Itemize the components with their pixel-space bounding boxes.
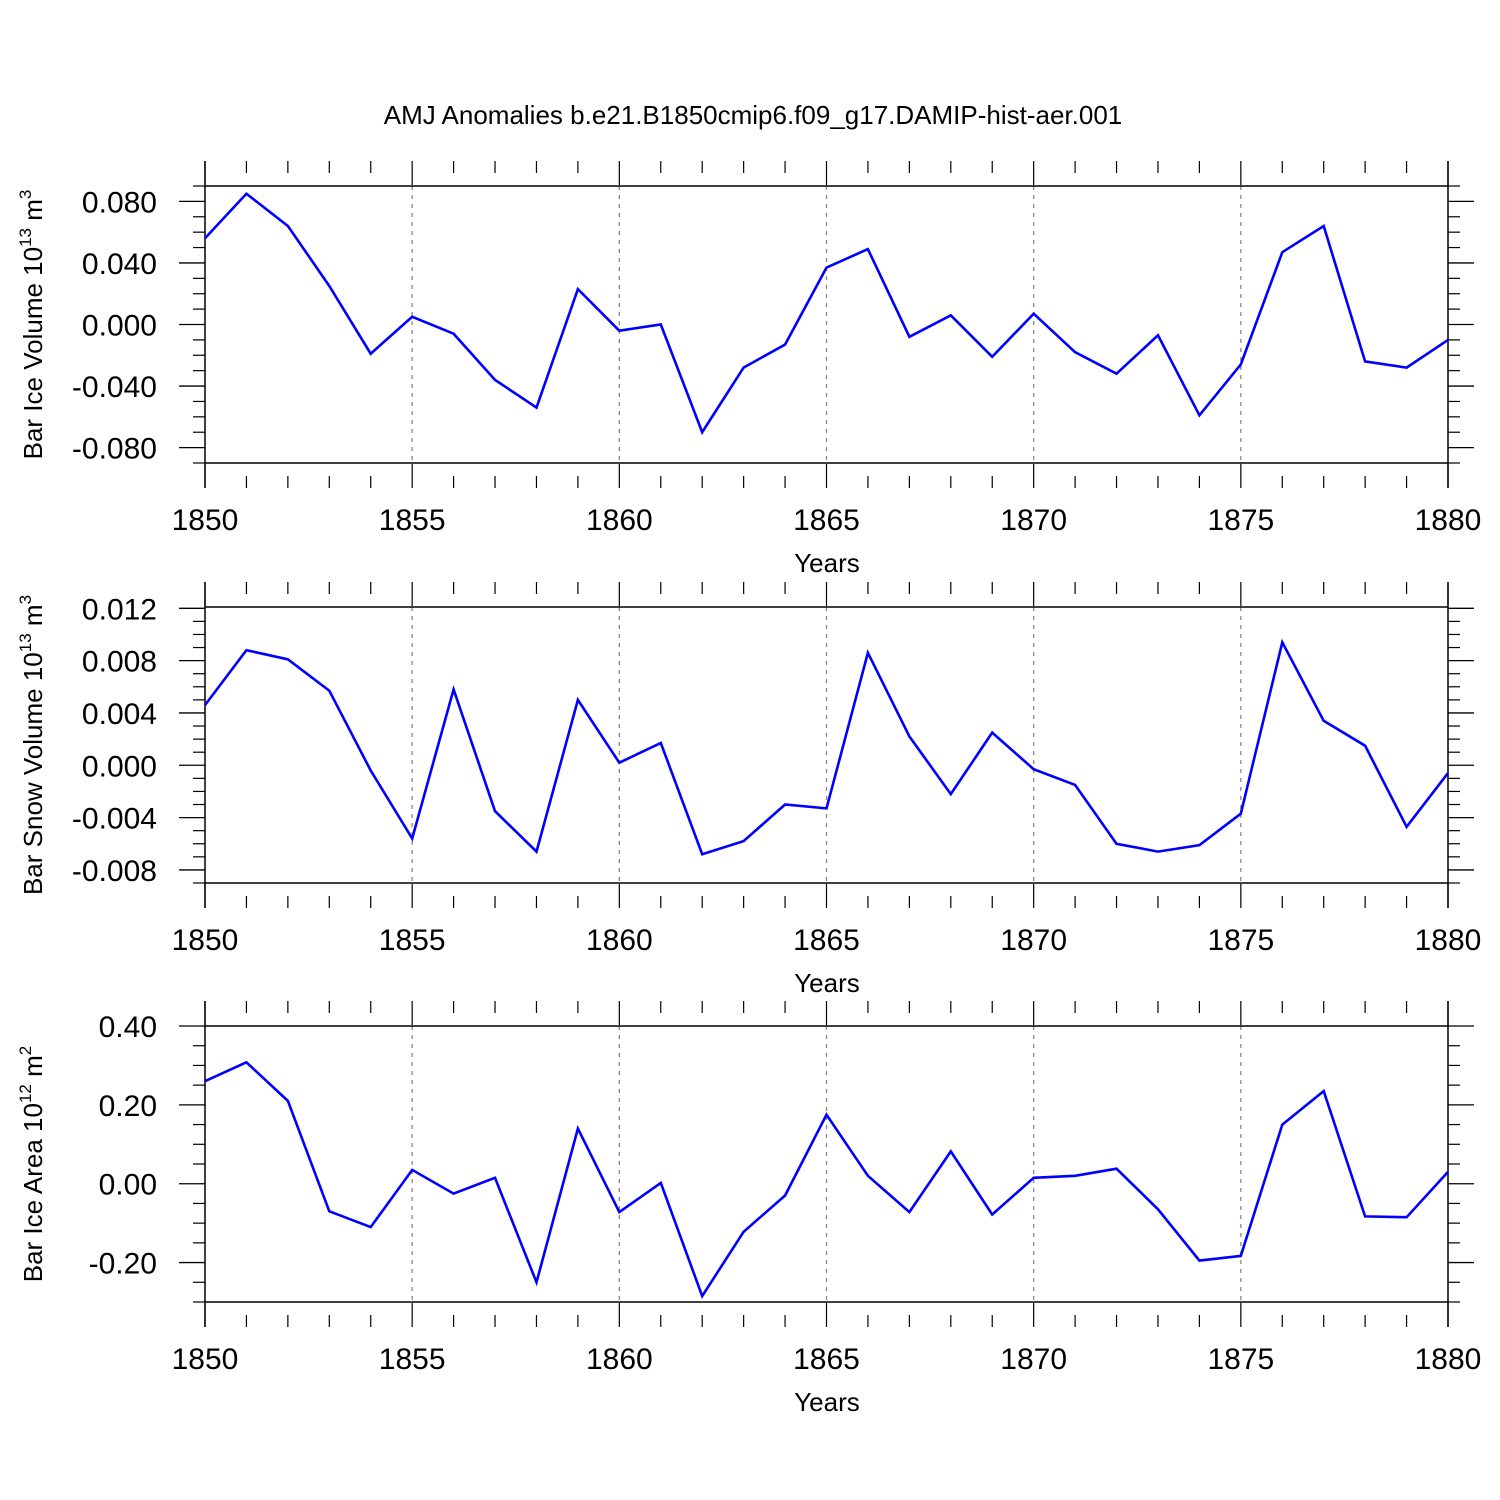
x-tick-label: 1875 (1207, 504, 1274, 537)
y-tick-label: 0.40 (99, 1011, 157, 1044)
chart-panel-1: -0.080 -0.040 0.000 0.040 0.080 1850 1855 1860 1… (16, 161, 1481, 578)
x-tick-label: 1870 (1000, 924, 1067, 957)
x-tick-label: 1865 (793, 1343, 860, 1376)
x-tick-label: 1855 (379, 504, 446, 537)
figure-title: AMJ Anomalies b.e21.B1850cmip6.f09_g17.D… (384, 100, 1123, 130)
y-axis-label: Bar Ice Area 1012 m2 (16, 1046, 48, 1283)
y-axis-label: Bar Snow Volume 1013 m3 (16, 595, 48, 895)
x-tick-label: 1850 (172, 1343, 239, 1376)
x-tick-label: 1870 (1000, 1343, 1067, 1376)
x-axis-label: Years (794, 548, 860, 578)
x-tick-label: 1855 (379, 924, 446, 957)
x-tick-label: 1880 (1415, 1343, 1482, 1376)
y-tick-label: -0.004 (72, 803, 157, 836)
y-tick-label: 0.012 (82, 593, 157, 626)
x-tick-label: 1850 (172, 924, 239, 957)
y-tick-label: -0.008 (72, 855, 157, 888)
x-axis-label: Years (794, 968, 860, 998)
x-tick-label: 1875 (1207, 1343, 1274, 1376)
x-tick-label: 1860 (586, 504, 653, 537)
x-tick-label: 1865 (793, 504, 860, 537)
x-tick-label: 1855 (379, 1343, 446, 1376)
x-axis-label: Years (794, 1387, 860, 1417)
x-tick-label: 1880 (1415, 504, 1482, 537)
chart-panel-3: -0.20 0.00 0.20 0.40 1850 1855 1860 1865 1870 187… (16, 1001, 1481, 1417)
y-tick-label: 0.000 (82, 310, 157, 343)
x-tick-label: 1870 (1000, 504, 1067, 537)
x-tick-label: 1875 (1207, 924, 1274, 957)
y-tick-label: -0.040 (72, 371, 157, 404)
y-tick-label: 0.080 (82, 186, 157, 219)
x-tick-label: 1860 (586, 924, 653, 957)
x-tick-label: 1850 (172, 504, 239, 537)
chart-panel-2: -0.008 -0.004 0.000 0.004 0.008 0.012 1850 1855… (16, 582, 1481, 998)
x-tick-label: 1865 (793, 924, 860, 957)
y-tick-label: 0.008 (82, 646, 157, 679)
y-tick-label: 0.004 (82, 698, 157, 731)
series-line (204, 1060, 1449, 1300)
series-line (203, 638, 1450, 856)
x-tick-label: 1880 (1415, 924, 1482, 957)
series-line (204, 191, 1449, 436)
y-tick-label: 0.000 (82, 750, 157, 783)
y-axis-label: Bar Ice Volume 1013 m3 (16, 190, 48, 460)
y-tick-label: 0.20 (99, 1090, 157, 1123)
y-tick-label: -0.20 (89, 1248, 157, 1281)
y-tick-label: 0.00 (99, 1169, 157, 1202)
y-tick-label: -0.080 (72, 433, 157, 466)
y-tick-label: 0.040 (82, 248, 157, 281)
x-tick-label: 1860 (586, 1343, 653, 1376)
